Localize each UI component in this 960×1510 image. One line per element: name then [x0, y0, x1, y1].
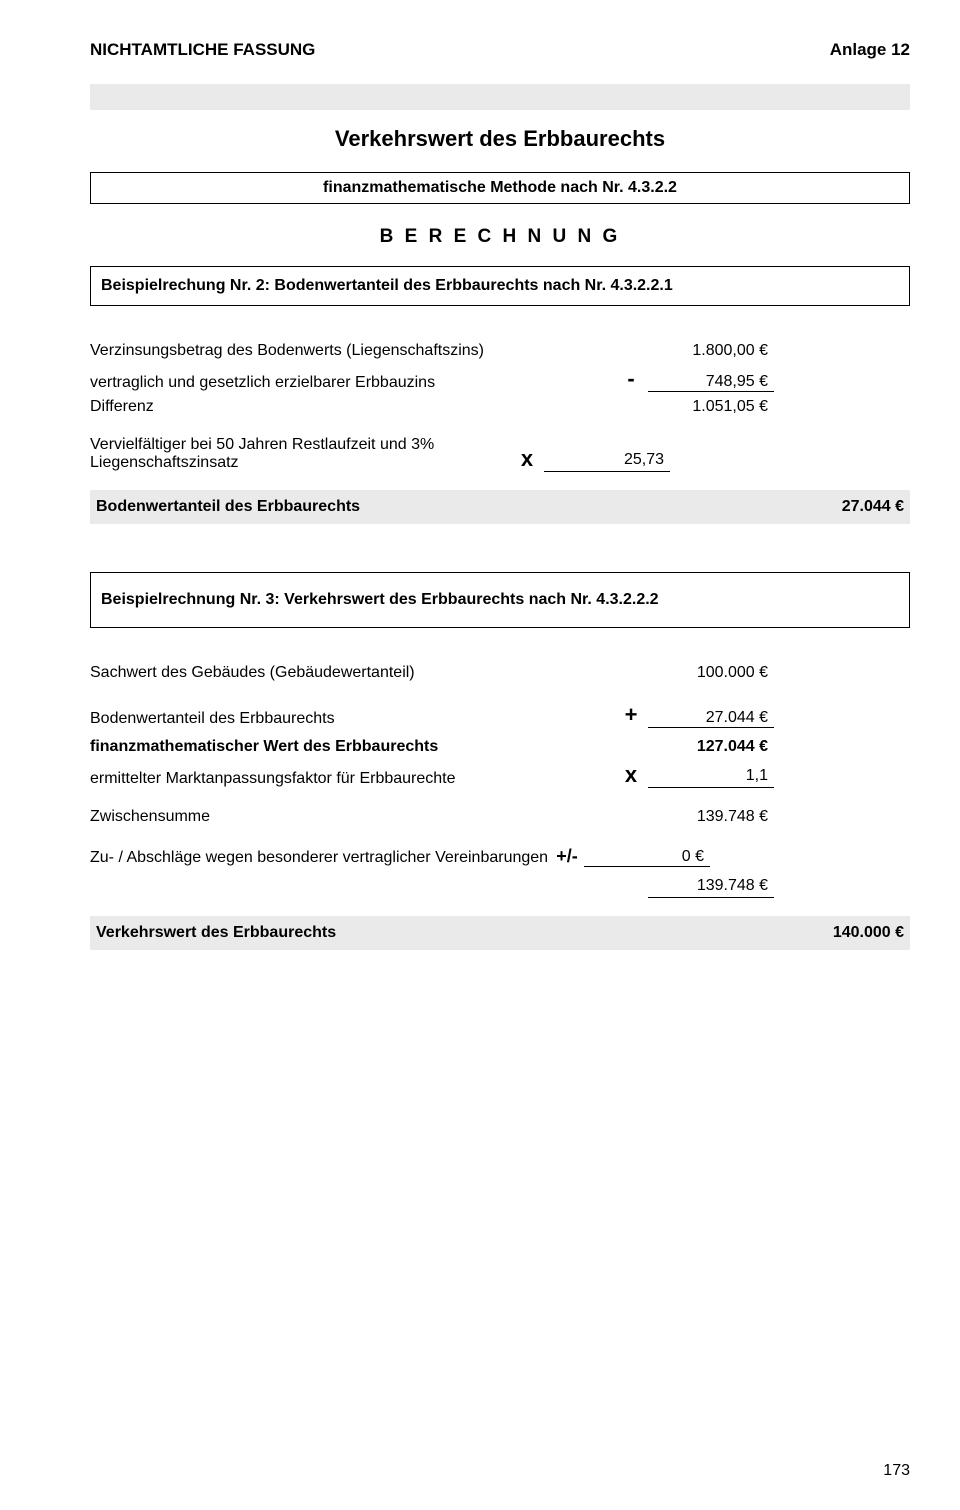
- row-value: 27.044 €: [648, 709, 774, 728]
- row-op: +: [614, 702, 648, 728]
- row-label: Verzinsungsbetrag des Bodenwerts (Liegen…: [90, 342, 614, 360]
- calc-row: ermittelter Marktanpassungsfaktor für Er…: [90, 762, 910, 788]
- calc-row: Bodenwertanteil des Erbbaurechts + 27.04…: [90, 702, 910, 728]
- grey-bar-top: [90, 84, 910, 110]
- row-label: Differenz: [90, 398, 614, 416]
- calc-row: Vervielfältiger bei 50 Jahren Restlaufze…: [90, 436, 910, 472]
- example2-heading-box: Beispielrechnung Nr. 3: Verkehrswert des…: [90, 572, 910, 628]
- calc-row: finanzmathematischer Wert des Erbbaurech…: [90, 738, 910, 756]
- row-op: x: [510, 446, 544, 472]
- row-label: vertraglich und gesetzlich erzielbarer E…: [90, 374, 614, 392]
- spacer: [90, 524, 910, 572]
- row-value: 748,95 €: [648, 373, 774, 392]
- calc-row: Zwischensumme 139.748 €: [90, 808, 910, 826]
- page-number: 173: [883, 1462, 910, 1480]
- result-value: 140.000 €: [833, 924, 904, 942]
- header-right: Anlage 12: [830, 40, 910, 60]
- row-label: finanzmathematischer Wert des Erbbaurech…: [90, 738, 614, 756]
- row-value: 1,1: [648, 767, 774, 788]
- row-value: 139.748 €: [648, 808, 774, 826]
- calc-row: Sachwert des Gebäudes (Gebäudewertanteil…: [90, 664, 910, 682]
- example1-result: Bodenwertanteil des Erbbaurechts 27.044 …: [90, 490, 910, 524]
- row-value: 1.800,00 €: [648, 342, 774, 360]
- row-op: +/-: [550, 846, 584, 867]
- row-label: Vervielfältiger bei 50 Jahren Restlaufze…: [90, 436, 510, 472]
- berechnung-heading: B E R E C H N U N G: [90, 226, 910, 248]
- row-value: 139.748 €: [648, 877, 774, 898]
- result-value: 27.044 €: [842, 498, 904, 516]
- result-label: Verkehrswert des Erbbaurechts: [96, 924, 336, 942]
- calc-row: Verzinsungsbetrag des Bodenwerts (Liegen…: [90, 342, 910, 360]
- row-value: 127.044 €: [648, 738, 774, 756]
- row-label: ermittelter Marktanpassungsfaktor für Er…: [90, 770, 614, 788]
- page-title: Verkehrswert des Erbbaurechts: [90, 126, 910, 152]
- example2-result: Verkehrswert des Erbbaurechts 140.000 €: [90, 916, 910, 950]
- page: NICHTAMTLICHE FASSUNG Anlage 12 Verkehrs…: [0, 0, 960, 1510]
- row-value: 25,73: [544, 451, 670, 472]
- header-left: NICHTAMTLICHE FASSUNG: [90, 40, 315, 60]
- row-value: 100.000 €: [648, 664, 774, 682]
- row-value: 1.051,05 €: [648, 398, 774, 416]
- calc-row: 139.748 €: [90, 877, 910, 898]
- example1-heading-box: Beispielrechung Nr. 2: Bodenwertanteil d…: [90, 266, 910, 306]
- calc-row: Zu- / Abschläge wegen besonderer vertrag…: [90, 846, 910, 867]
- calc-row: vertraglich und gesetzlich erzielbarer E…: [90, 366, 910, 392]
- row-label: Bodenwertanteil des Erbbaurechts: [90, 710, 614, 728]
- result-label: Bodenwertanteil des Erbbaurechts: [96, 498, 360, 516]
- row-label: Zu- / Abschläge wegen besonderer vertrag…: [90, 849, 550, 867]
- row-value: 0 €: [584, 848, 710, 867]
- example2-calc: Sachwert des Gebäudes (Gebäudewertanteil…: [90, 664, 910, 950]
- subtitle-box: finanzmathematische Methode nach Nr. 4.3…: [90, 172, 910, 204]
- row-op: x: [614, 762, 648, 788]
- calc-row: Differenz 1.051,05 €: [90, 398, 910, 416]
- row-op: -: [614, 366, 648, 392]
- row-label: Zwischensumme: [90, 808, 614, 826]
- example1-calc: Verzinsungsbetrag des Bodenwerts (Liegen…: [90, 342, 910, 524]
- row-label: Sachwert des Gebäudes (Gebäudewertanteil…: [90, 664, 614, 682]
- page-header: NICHTAMTLICHE FASSUNG Anlage 12: [90, 40, 910, 60]
